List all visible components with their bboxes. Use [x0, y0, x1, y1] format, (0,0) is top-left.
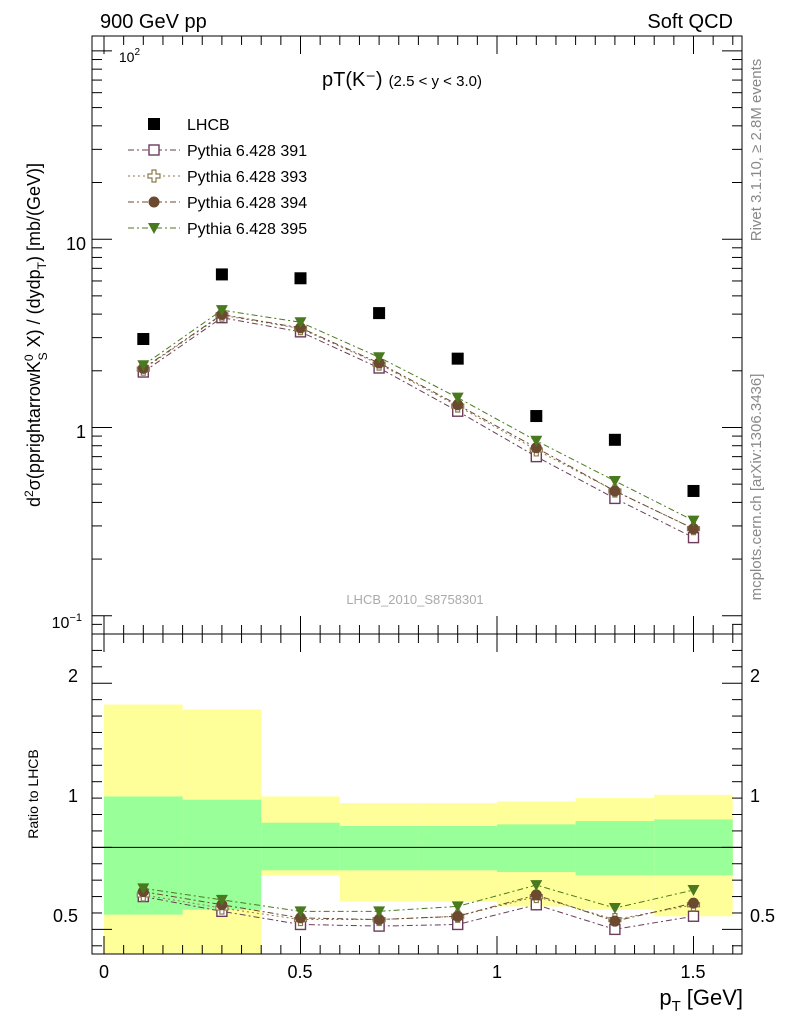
chart-title: pT(K⁻) (2.5 < y < 3.0) [322, 69, 482, 91]
ratio-point-2-7 [688, 897, 699, 909]
ratio-ytick-label-right-0.5: 0.5 [750, 906, 775, 926]
ratio-point-2-4 [452, 910, 464, 922]
ratio-point-2-6 [609, 915, 621, 927]
point-3-4 [452, 399, 464, 411]
band-green-5 [497, 824, 576, 872]
ratio-frame [91, 633, 743, 955]
ratio-point-2-3 [373, 914, 385, 926]
ratio-ytick-label-right-2: 2 [750, 666, 760, 686]
ratio-point-2-5 [530, 889, 542, 901]
legend-label-0: LHCB [187, 117, 230, 134]
band-green-6 [575, 821, 655, 876]
ratio-point-3-3 [373, 906, 386, 918]
ratio-plot-area [92, 704, 742, 954]
band-green-1 [182, 799, 262, 910]
ratio-point-0-7 [687, 910, 700, 922]
ratio-point-3-7 [687, 885, 700, 896]
xtick-label-0.5: 0.5 [287, 962, 312, 982]
band-green-2 [261, 822, 340, 871]
header-right: Soft QCD [647, 11, 733, 33]
main-plot-area [136, 268, 701, 544]
legend-label-1: Pythia 6.428 391 [187, 143, 307, 160]
xtick-label-0: 0 [99, 962, 109, 982]
header-left: 900 GeV pp [100, 11, 207, 33]
ratio-panel: 2 1 0.5 2 1 0.5 Ratio to LHCB 0 0.5 1 1.… [25, 633, 775, 1015]
main-ylabel: d2σ(pprightarrowK0S X) / (dydpT) [mb/(Ge… [22, 163, 50, 507]
ratio-point-3-4 [451, 901, 464, 913]
point-3-5 [530, 442, 542, 454]
mcplots-label: mcplots.cern.ch [arXiv:1306.3436] [748, 374, 765, 601]
series-line-1 [143, 317, 694, 539]
ratio-ytick-label-right-1: 1 [750, 786, 760, 806]
ytick-label-10: 10 [66, 234, 86, 254]
point-3-6 [609, 485, 621, 497]
ratio-point-3-1 [215, 894, 228, 906]
point-0-5 [530, 410, 543, 423]
xtick-label-1.5: 1.5 [680, 962, 705, 982]
point-0-1 [215, 268, 228, 281]
point-4-1 [215, 305, 228, 317]
legend-marker-3 [148, 196, 160, 208]
point-0-3 [373, 307, 386, 320]
ratio-ytick-label-1: 1 [68, 786, 78, 806]
series-line-4 [143, 309, 694, 522]
point-0-6 [608, 433, 621, 446]
legend: LHCB Pythia 6.428 391 Pythia 6.428 393 Pyth… [128, 117, 307, 238]
point-0-0 [137, 333, 150, 346]
ratio-point-3-5 [530, 880, 543, 892]
ytick-label-100: 102 [119, 47, 141, 65]
ytick-label-0.1: 10−1 [52, 612, 82, 632]
ratio-axis-ticks [92, 634, 742, 954]
point-4-6 [608, 475, 621, 487]
legend-label-3: Pythia 6.428 394 [187, 195, 307, 212]
ratio-line-1 [143, 894, 694, 921]
ratio-line-2 [143, 891, 694, 922]
legend-label-2: Pythia 6.428 393 [187, 169, 307, 186]
rivet-label: Rivet 3.1.10, ≥ 2.8M events [748, 59, 765, 242]
xtick-label-1: 1 [492, 962, 502, 982]
band-green-4 [418, 826, 497, 871]
point-4-7 [687, 515, 700, 527]
ratio-point-3-2 [294, 906, 307, 918]
ratio-point-3-6 [608, 903, 621, 915]
legend-marker-1 [148, 144, 160, 156]
ratio-line-3 [143, 884, 694, 912]
point-4-5 [530, 435, 543, 447]
analysis-watermark: LHCB_2010_S8758301 [346, 592, 483, 607]
band-green-3 [339, 826, 419, 871]
point-4-3 [373, 352, 386, 364]
point-0-4 [451, 352, 464, 365]
point-4-2 [294, 317, 307, 329]
ratio-point-2-2 [295, 912, 306, 924]
point-3-7 [688, 523, 699, 535]
main-panel: 102 10 1 10−1 d2σ(pprightarrowK0S X) / (… [22, 35, 743, 635]
ratio-ylabel: Ratio to LHCB [25, 749, 41, 838]
ratio-point-3-0 [137, 883, 150, 895]
series-line-3 [143, 313, 694, 530]
point-0-2 [294, 272, 307, 285]
main-axis-ticks [92, 36, 742, 635]
legend-marker-4 [148, 223, 160, 234]
point-4-0 [137, 360, 150, 372]
ratio-line-0 [143, 896, 694, 930]
legend-marker-0 [148, 118, 160, 130]
ytick-label-1: 1 [76, 422, 86, 442]
ratio-ytick-label-2: 2 [68, 666, 78, 686]
point-0-7 [687, 484, 700, 497]
xlabel: pT [GeV] [659, 985, 743, 1015]
series-line-2 [143, 314, 694, 530]
legend-label-4: Pythia 6.428 395 [187, 221, 307, 238]
ratio-ytick-label-0.5: 0.5 [53, 906, 78, 926]
legend-marker-2 [147, 169, 161, 183]
point-4-4 [451, 392, 464, 404]
